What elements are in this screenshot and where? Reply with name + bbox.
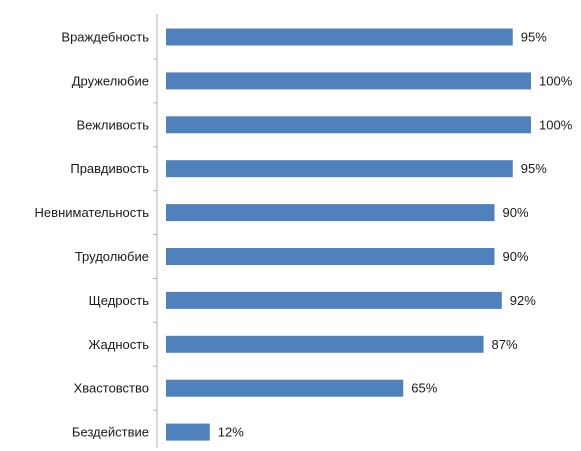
- category-label: Щедрость: [89, 293, 150, 308]
- category-label: Дружелюбие: [72, 73, 149, 88]
- bars-group: [166, 28, 531, 441]
- bar-2: [166, 72, 531, 90]
- value-label: 92%: [510, 293, 536, 308]
- category-label: Бездействие: [72, 425, 149, 440]
- value-label: 95%: [521, 30, 547, 45]
- bar-1: [166, 28, 513, 46]
- category-label: Правдивость: [70, 161, 149, 176]
- value-labels-group: 95% 100% 100% 95% 90% 90% 92% 87% 65% 12%: [218, 30, 573, 440]
- bar-4: [166, 160, 513, 178]
- bar-9: [166, 379, 404, 397]
- category-labels-group: Враждебность Дружелюбие Вежливость Правдиво…: [35, 30, 150, 440]
- value-label: 95%: [521, 161, 547, 176]
- category-label: Вежливость: [76, 117, 149, 132]
- value-label: 100%: [539, 117, 573, 132]
- bar-3: [166, 116, 531, 134]
- category-label: Невнимательность: [35, 205, 150, 220]
- value-label: 100%: [539, 73, 573, 88]
- value-label: 90%: [503, 249, 529, 264]
- value-label: 65%: [411, 381, 437, 396]
- bar-6: [166, 248, 495, 265]
- value-label: 12%: [218, 425, 244, 440]
- category-label: Трудолюбие: [75, 249, 149, 264]
- category-label: Враждебность: [61, 30, 149, 45]
- bar-5: [166, 204, 495, 222]
- bar-8: [166, 335, 484, 353]
- value-label: 87%: [492, 337, 518, 352]
- y-axis-group: [153, 14, 158, 448]
- bar-10: [166, 423, 210, 441]
- bar-7: [166, 291, 502, 309]
- category-label: Жадность: [88, 337, 149, 352]
- category-label: Хвастовство: [74, 381, 149, 396]
- value-label: 90%: [503, 205, 529, 220]
